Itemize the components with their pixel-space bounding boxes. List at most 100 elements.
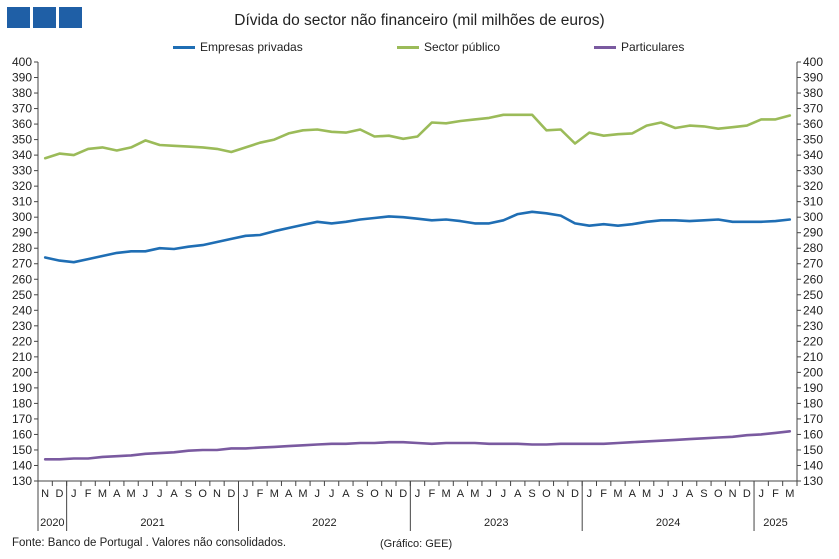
chart-legend: Empresas privadas Sector público Particu… — [0, 40, 839, 54]
y-tick-label-left: 130 — [12, 474, 32, 488]
y-tick-label-left: 190 — [12, 381, 32, 395]
y-tick-label-right: 210 — [803, 350, 823, 364]
x-tick-label-month: S — [185, 488, 192, 500]
y-tick-label-right: 400 — [803, 55, 823, 69]
y-tick-label-left: 370 — [12, 102, 32, 116]
x-tick-label-month: N — [557, 488, 565, 500]
y-tick-label-right: 270 — [803, 257, 823, 271]
y-tick-label-left: 220 — [12, 334, 32, 348]
y-tick-label-left: 200 — [12, 365, 32, 379]
series-line-particulares — [43, 429, 792, 461]
y-tick-label-left: 360 — [12, 117, 32, 131]
y-tick-label-right: 350 — [803, 133, 823, 147]
x-tick-label-month: N — [385, 488, 393, 500]
legend-item-empresas: Empresas privadas — [173, 40, 303, 54]
legend-label-particulares: Particulares — [621, 40, 685, 54]
y-tick-label-left: 160 — [12, 427, 32, 441]
x-tick-label-month: M — [642, 488, 651, 500]
y-tick-label-right: 310 — [803, 195, 823, 209]
x-tick-label-month: A — [514, 488, 522, 500]
y-tick-label-right: 130 — [803, 474, 823, 488]
legend-swatch-empresas — [173, 45, 195, 49]
x-tick-label-month: J — [143, 488, 149, 500]
legend-swatch-publico — [397, 45, 419, 49]
x-tick-label-month: O — [198, 488, 207, 500]
x-tick-label-month: J — [329, 488, 335, 500]
y-tick-label-left: 280 — [12, 241, 32, 255]
y-tick-label-right: 340 — [803, 148, 823, 162]
y-tick-label-right: 260 — [803, 272, 823, 286]
y-tick-label-left: 400 — [12, 55, 32, 69]
x-tick-label-month: J — [157, 488, 163, 500]
x-tick-label-year: 2021 — [140, 517, 164, 529]
y-tick-label-right: 220 — [803, 334, 823, 348]
y-tick-label-left: 290 — [12, 226, 32, 240]
y-tick-label-right: 250 — [803, 288, 823, 302]
logo-square — [33, 7, 56, 28]
x-tick-label-month: A — [686, 488, 694, 500]
x-tick-label-month: M — [470, 488, 479, 500]
legend-label-publico: Sector público — [424, 40, 501, 54]
y-tick-label-right: 160 — [803, 427, 823, 441]
y-tick-label-left: 140 — [12, 458, 32, 472]
y-tick-label-left: 330 — [12, 164, 32, 178]
y-tick-label-right: 170 — [803, 412, 823, 426]
x-tick-label-month: A — [113, 488, 121, 500]
x-tick-label-month: F — [428, 488, 435, 500]
x-tick-label-month: J — [501, 488, 507, 500]
x-tick-label-month: J — [71, 488, 77, 500]
x-tick-label-month: D — [743, 488, 751, 500]
x-tick-label-month: S — [700, 488, 707, 500]
gee-logo — [7, 7, 82, 28]
x-tick-label-month: F — [257, 488, 264, 500]
x-tick-label-month: D — [227, 488, 235, 500]
y-tick-label-right: 200 — [803, 365, 823, 379]
x-tick-label-month: F — [772, 488, 779, 500]
series-line-empresas — [43, 210, 792, 264]
y-tick-label-left: 180 — [12, 396, 32, 410]
x-tick-label-month: N — [213, 488, 221, 500]
x-tick-label-month: A — [629, 488, 637, 500]
y-tick-label-right: 180 — [803, 396, 823, 410]
x-tick-label-month: J — [243, 488, 249, 500]
x-tick-label-month: D — [571, 488, 579, 500]
x-tick-label-month: F — [85, 488, 92, 500]
y-tick-label-right: 240 — [803, 303, 823, 317]
x-tick-label-year: 2025 — [763, 517, 787, 529]
y-tick-label-left: 230 — [12, 319, 32, 333]
chart-credit: (Gráfico: GEE) — [380, 538, 453, 550]
x-tick-label-year: 2020 — [40, 517, 64, 529]
y-tick-label-right: 390 — [803, 71, 823, 85]
legend-item-particulares: Particulares — [594, 40, 684, 54]
x-tick-label-month: S — [357, 488, 364, 500]
y-tick-label-left: 390 — [12, 71, 32, 85]
y-tick-label-right: 150 — [803, 443, 823, 457]
y-tick-label-right: 330 — [803, 164, 823, 178]
y-tick-label-right: 370 — [803, 102, 823, 116]
x-tick-label-month: N — [729, 488, 737, 500]
y-tick-label-left: 340 — [12, 148, 32, 162]
x-tick-label-month: J — [673, 488, 679, 500]
y-tick-label-left: 210 — [12, 350, 32, 364]
x-tick-label-year: 2024 — [656, 517, 680, 529]
x-tick-label-month: J — [415, 488, 421, 500]
source-note: Fonte: Banco de Portugal . Valores não c… — [12, 537, 287, 549]
y-tick-label-right: 360 — [803, 117, 823, 131]
y-tick-label-right: 290 — [803, 226, 823, 240]
x-tick-label-month: N — [41, 488, 49, 500]
x-tick-label-month: A — [342, 488, 350, 500]
y-tick-label-left: 350 — [12, 133, 32, 147]
x-tick-label-month: O — [542, 488, 551, 500]
x-tick-label-year: 2022 — [312, 517, 336, 529]
y-tick-label-left: 380 — [12, 86, 32, 100]
y-tick-label-right: 190 — [803, 381, 823, 395]
x-tick-label-month: D — [399, 488, 407, 500]
x-tick-label-month: M — [298, 488, 307, 500]
x-tick-label-month: D — [56, 488, 64, 500]
y-tick-label-right: 380 — [803, 86, 823, 100]
x-tick-label-month: M — [126, 488, 135, 500]
y-tick-label-left: 320 — [12, 179, 32, 193]
y-tick-label-right: 230 — [803, 319, 823, 333]
x-tick-label-month: J — [658, 488, 664, 500]
